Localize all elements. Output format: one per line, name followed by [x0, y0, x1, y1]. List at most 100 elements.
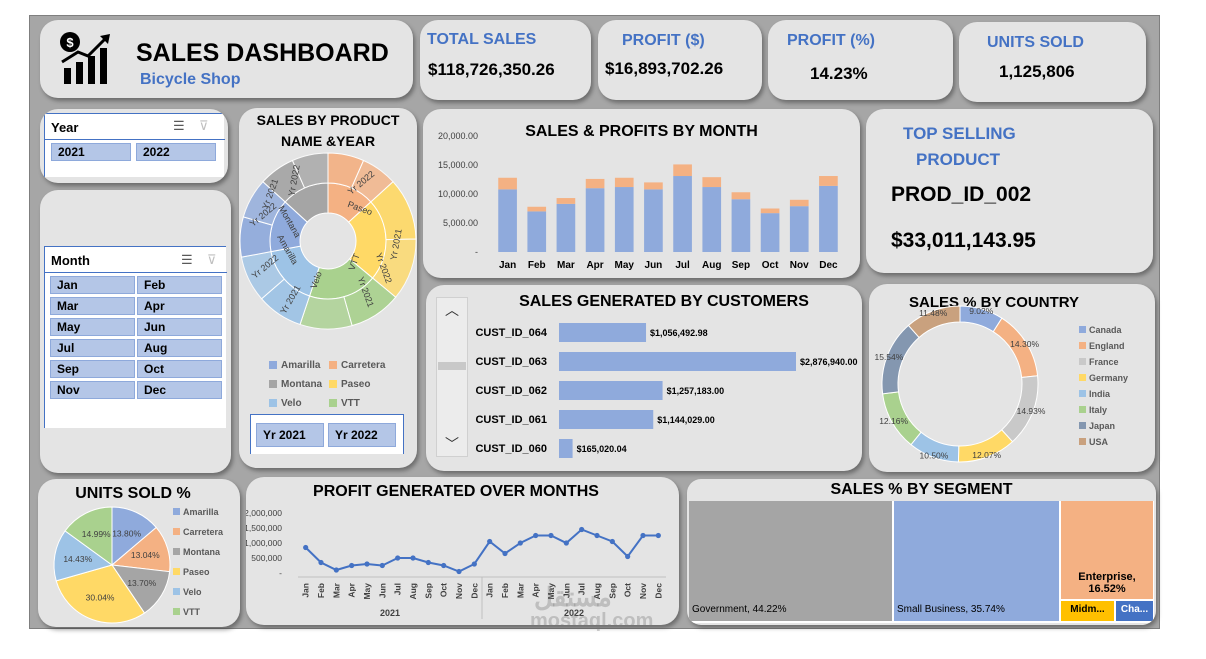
- group-label: 2022: [564, 608, 584, 618]
- scroll-up-icon[interactable]: ︿: [445, 302, 459, 318]
- y-tick-label: 1,500,000: [246, 523, 282, 533]
- profit-point: [379, 562, 385, 569]
- y-tick-label: -: [475, 247, 478, 257]
- y-tick-label: -: [279, 568, 282, 578]
- clear-filter-icon[interactable]: ⊽: [199, 118, 209, 133]
- y-tick-label: 1,000,000: [246, 538, 282, 548]
- sales-profits-chart: 20,000.00 15,000.00 10,000.00 5,000.00 - Jan F…: [438, 131, 838, 271]
- profit-point: [594, 532, 600, 539]
- x-tick-label: Feb: [500, 583, 510, 598]
- customers-chart: CUST_ID_064 $1,056,492.98 CUST_ID_063 $2,87…: [475, 323, 858, 458]
- profit-point: [579, 526, 585, 533]
- kpi-profit-pct: PROFIT (%) 14.23%: [768, 20, 953, 100]
- sales-bar: [731, 199, 751, 252]
- year-2021-button[interactable]: 2021: [51, 143, 131, 161]
- legend-swatch: [1079, 342, 1086, 349]
- x-tick-label: May: [546, 583, 556, 600]
- sales-profits-card: SALES & PROFITS BY MONTH 20,000.00 15,000…: [423, 109, 860, 278]
- profit-line-chart: 2,000,000 1,500,000 1,000,000 500,000 - Jan Fe…: [246, 508, 666, 619]
- x-tick-label: Nov: [638, 583, 648, 599]
- profit-point: [517, 540, 523, 546]
- year-2022-button[interactable]: 2022: [136, 143, 216, 161]
- units-pct-label: 30.04%: [86, 593, 115, 603]
- x-tick-label: Aug: [408, 583, 418, 600]
- multi-select-icon[interactable]: ☰: [181, 252, 193, 267]
- x-tick-label: Sep: [423, 583, 433, 599]
- units-pct-label: 13.70%: [127, 578, 156, 588]
- customer-label: CUST_ID_064: [475, 327, 547, 339]
- legend-label-amarilla: Amarilla: [183, 507, 220, 517]
- month-apr-button[interactable]: Apr: [137, 297, 222, 315]
- month-jan-button[interactable]: Jan: [50, 276, 135, 294]
- x-tick-label: Apr: [347, 582, 357, 597]
- sales-profits-title: SALES & PROFITS BY MONTH: [525, 123, 758, 140]
- segment-label: Government, 44.22%: [692, 604, 787, 615]
- country-pct-label: 11.48%: [919, 308, 948, 318]
- top-product-title-2: PRODUCT: [916, 150, 1001, 169]
- country-pct-label: 15.54%: [874, 352, 903, 362]
- month-sep-button[interactable]: Sep: [50, 360, 135, 378]
- month-dec-button[interactable]: Dec: [137, 381, 222, 399]
- legend-swatch: [173, 508, 180, 515]
- units-slice: [64, 506, 113, 566]
- month-aug-button[interactable]: Aug: [137, 339, 222, 357]
- profit-point: [471, 561, 477, 567]
- sales-chart-icon: $: [60, 32, 110, 84]
- month-slicer-header: Month: [51, 253, 90, 268]
- group-label: 2021: [380, 608, 400, 618]
- clear-filter-icon[interactable]: ⊽: [207, 252, 217, 267]
- legend-swatch: [1079, 422, 1086, 429]
- units-pct-label: 13.04%: [131, 550, 160, 560]
- year-slicer-card: Year ☰ ⊽ 2021 2022: [40, 109, 228, 183]
- legend-label-france: France: [1089, 357, 1119, 367]
- country-slice: [907, 305, 961, 339]
- scroll-thumb[interactable]: [438, 362, 466, 370]
- month-jun-button[interactable]: Jun: [137, 318, 222, 336]
- x-tick-label: Mar: [557, 260, 575, 271]
- x-tick-label: Jan: [499, 260, 516, 271]
- segment-treemap: Government, 44.22% Small Business, 35.74%…: [689, 501, 1154, 623]
- x-tick-label: Oct: [439, 583, 449, 597]
- month-jul-button[interactable]: Jul: [50, 339, 135, 357]
- profit-point: [349, 562, 355, 569]
- scrollbar[interactable]: ︿ ﹀: [436, 297, 468, 457]
- profit-bar: [644, 182, 663, 190]
- x-tick-label: Mar: [331, 582, 341, 598]
- legend-label-japan: Japan: [1089, 421, 1115, 431]
- kpi-profit-value: $16,893,702.26: [605, 59, 724, 78]
- yr-2021-button[interactable]: Yr 2021: [256, 423, 324, 447]
- x-tick-label: Feb: [528, 260, 546, 271]
- x-tick-label: Apr: [531, 582, 541, 597]
- sales-bar: [644, 189, 663, 252]
- profit-bar: [760, 208, 780, 214]
- month-may-button[interactable]: May: [50, 318, 135, 336]
- year-slicer-header: Year: [51, 120, 79, 135]
- month-nov-button[interactable]: Nov: [50, 381, 135, 399]
- y-tick-label: 500,000: [251, 553, 282, 563]
- watermark: مستقل mostaql.com: [530, 582, 654, 632]
- customers-title: SALES GENERATED BY CUSTOMERS: [519, 293, 809, 310]
- profit-bar: [585, 178, 605, 189]
- month-feb-button[interactable]: Feb: [137, 276, 222, 294]
- legend-velo: Velo: [269, 398, 302, 409]
- month-mar-button[interactable]: Mar: [50, 297, 135, 315]
- yr-2022-button[interactable]: Yr 2022: [328, 423, 396, 447]
- customer-value-label: $1,144,029.00: [657, 415, 715, 425]
- y-tick-label: 2,000,000: [246, 508, 282, 518]
- customer-value-label: $2,876,940.00: [800, 357, 858, 367]
- legend-label-paseo: Paseo: [183, 567, 210, 577]
- legend-paseo: Paseo: [329, 379, 370, 390]
- month-oct-button[interactable]: Oct: [137, 360, 222, 378]
- scroll-down-icon[interactable]: ﹀: [445, 436, 459, 452]
- legend-label-india: India: [1089, 389, 1111, 399]
- profit-bar: [527, 206, 547, 212]
- sunburst-card: SALES BY PRODUCT NAME &YEAR Yr 2022 Yr 20…: [239, 108, 417, 468]
- month-slicer-card: Month ☰ ⊽ Jan Feb Mar Apr May Jun Jul Au…: [40, 190, 231, 473]
- segment-label: Enterprise, 16.52%: [1078, 571, 1136, 595]
- multi-select-icon[interactable]: ☰: [173, 118, 185, 133]
- profit-bar: [789, 199, 809, 207]
- x-tick-label: Oct: [762, 260, 779, 271]
- legend-swatch: [173, 548, 180, 555]
- segment-small-business: Small Business, 35.74%: [894, 501, 1059, 621]
- profit-point: [548, 532, 554, 539]
